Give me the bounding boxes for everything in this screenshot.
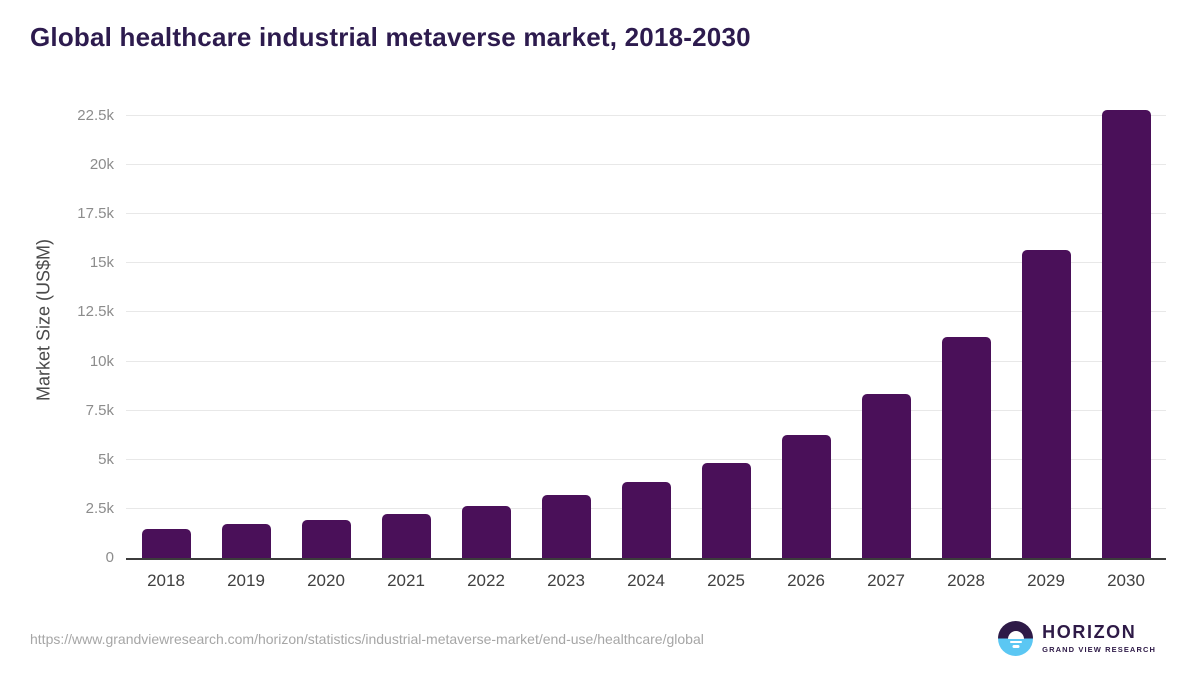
logo-wordmark: HORIZON bbox=[1042, 622, 1137, 643]
x-tick-2028: 2028 bbox=[947, 571, 985, 590]
gridline-20k bbox=[126, 164, 1166, 166]
bar-2027 bbox=[861, 393, 911, 558]
bar-column-2030 bbox=[1086, 110, 1166, 558]
gridline-15k bbox=[126, 262, 1166, 264]
horizon-sun-icon bbox=[998, 621, 1034, 656]
gridline-7.5k bbox=[126, 409, 1166, 411]
logo-subtitle: GRAND VIEW RESEARCH bbox=[1042, 644, 1156, 654]
bar-column-2022 bbox=[446, 110, 526, 558]
bar-series bbox=[126, 110, 1166, 558]
y-axis-tick-labels: 0 2.5k 5k 7.5k 10k 12.5k 15k 17.5k 20k 22.5k bbox=[0, 107, 114, 566]
bar-2030 bbox=[1101, 110, 1151, 558]
y-tick-20k: 20k bbox=[89, 156, 114, 174]
gridline-12.5k bbox=[126, 311, 1166, 313]
bar-2019 bbox=[221, 523, 271, 558]
y-tick-17.5k: 17.5k bbox=[77, 205, 114, 223]
bar-column-2018 bbox=[126, 110, 206, 558]
y-tick-12.5k: 12.5k bbox=[77, 303, 114, 321]
bar-2018 bbox=[141, 528, 191, 558]
bar-column-2019 bbox=[206, 110, 286, 558]
plot-area bbox=[126, 110, 1166, 560]
bar-2022 bbox=[461, 505, 511, 558]
x-tick-2023: 2023 bbox=[547, 571, 585, 590]
x-tick-2029: 2029 bbox=[1027, 571, 1065, 590]
bar-column-2024 bbox=[606, 110, 686, 558]
y-tick-15k: 15k bbox=[89, 254, 114, 272]
bar-2025 bbox=[701, 463, 751, 558]
x-tick-2021: 2021 bbox=[387, 571, 425, 590]
x-tick-2030: 2030 bbox=[1107, 571, 1145, 590]
x-tick-2024: 2024 bbox=[627, 571, 665, 590]
sun-dome-icon bbox=[1007, 630, 1024, 639]
x-tick-2020: 2020 bbox=[307, 571, 345, 590]
x-tick-2027: 2027 bbox=[867, 571, 905, 590]
bar-2026 bbox=[781, 434, 831, 558]
source-url: https://www.grandviewresearch.com/horizo… bbox=[30, 631, 704, 647]
gridline-17.5k bbox=[126, 213, 1166, 215]
water-ripple-icon bbox=[1009, 640, 1022, 643]
gridline-22.5k bbox=[126, 115, 1166, 116]
page-title: Global healthcare industrial metaverse m… bbox=[30, 22, 751, 52]
bar-2023 bbox=[541, 494, 591, 558]
bar-2024 bbox=[621, 482, 671, 558]
bar-column-2021 bbox=[366, 110, 446, 558]
bar-2028 bbox=[941, 337, 991, 558]
gridline-5k bbox=[126, 458, 1166, 460]
x-tick-2019: 2019 bbox=[227, 571, 265, 590]
bar-column-2029 bbox=[1006, 110, 1086, 558]
x-tick-2022: 2022 bbox=[467, 571, 505, 590]
y-tick-22.5k: 22.5k bbox=[77, 107, 114, 124]
bar-column-2023 bbox=[526, 110, 606, 558]
bar-column-2028 bbox=[926, 110, 1006, 558]
water-ripple-icon bbox=[1012, 645, 1020, 648]
bar-column-2020 bbox=[286, 110, 366, 558]
y-tick-10k: 10k bbox=[89, 352, 114, 370]
x-axis-labels: 2018 2019 2020 2021 2022 2023 2024 2025 2026 2027… bbox=[126, 571, 1166, 591]
y-tick-7.5k: 7.5k bbox=[85, 401, 114, 419]
x-tick-2018: 2018 bbox=[147, 571, 185, 590]
x-tick-2026: 2026 bbox=[787, 571, 825, 590]
bar-column-2027 bbox=[846, 110, 926, 558]
gridline-10k bbox=[126, 360, 1166, 362]
y-tick-5k: 5k bbox=[98, 450, 114, 468]
x-tick-2025: 2025 bbox=[707, 571, 745, 590]
bar-2020 bbox=[301, 519, 351, 558]
bar-2021 bbox=[381, 513, 431, 558]
bar-2029 bbox=[1021, 249, 1071, 558]
logo-text: HORIZON GRAND VIEW RESEARCH bbox=[1042, 622, 1156, 654]
bar-column-2026 bbox=[766, 110, 846, 558]
y-tick-2.5k: 2.5k bbox=[85, 499, 114, 517]
y-tick-0: 0 bbox=[105, 549, 114, 566]
horizon-logo: HORIZON GRAND VIEW RESEARCH bbox=[998, 621, 1156, 656]
bar-column-2025 bbox=[686, 110, 766, 558]
